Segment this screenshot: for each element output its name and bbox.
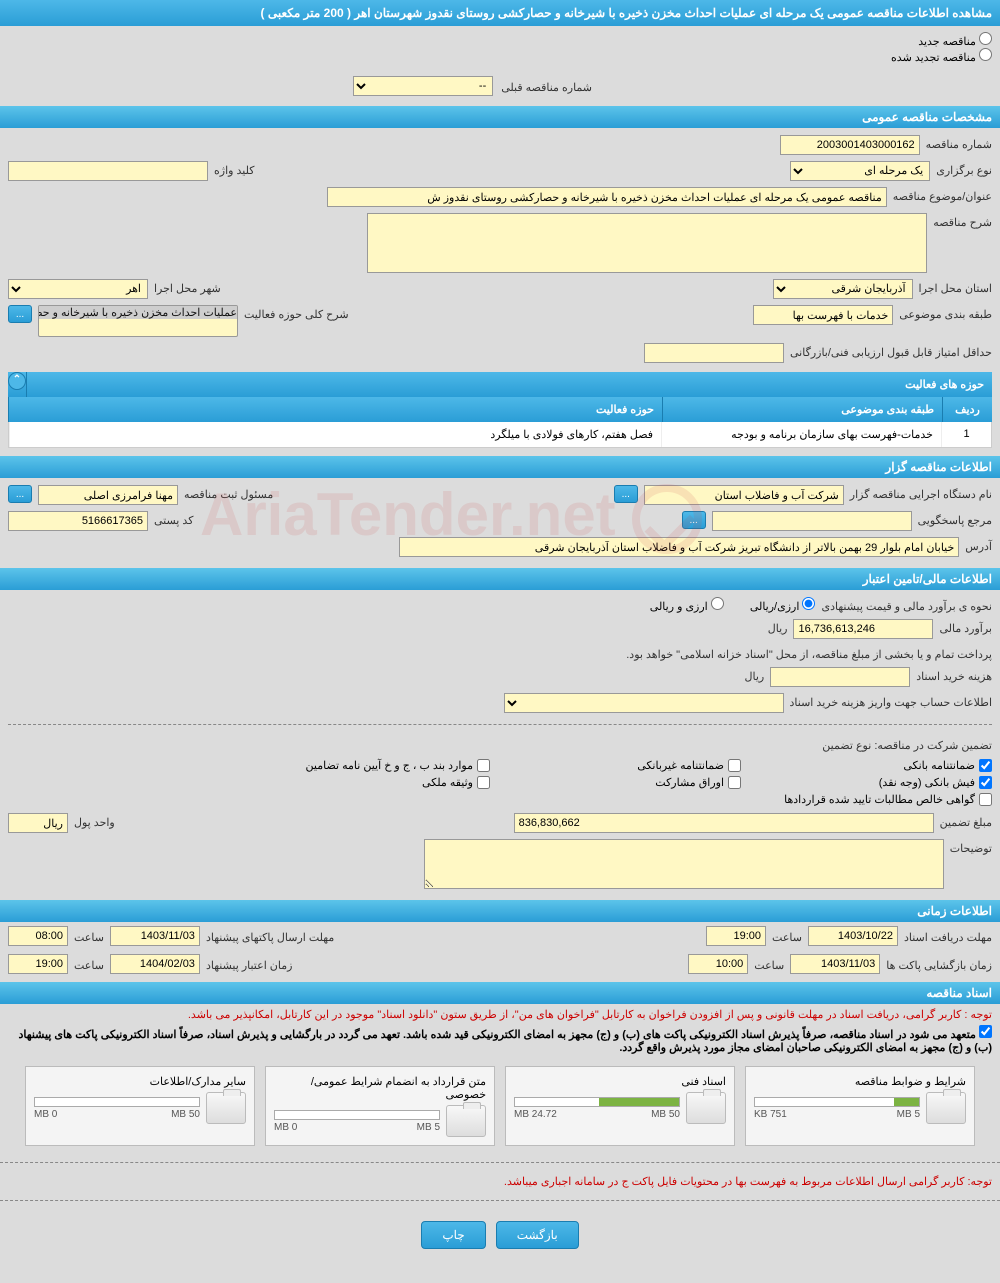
responder-lookup-button[interactable]: ... bbox=[682, 511, 706, 529]
section-financial: اطلاعات مالی/تامین اعتبار bbox=[0, 568, 1000, 590]
section-organizer: اطلاعات مناقصه گزار bbox=[0, 456, 1000, 478]
doc-card-title: شرایط و ضوابط مناقصه bbox=[754, 1075, 966, 1088]
documents-note-1: توجه : کاربر گرامی، دریافت اسناد در مهلت… bbox=[0, 1004, 1000, 1025]
receive-time-field[interactable] bbox=[706, 926, 766, 946]
postal-code-field[interactable] bbox=[8, 511, 148, 531]
notes-field[interactable] bbox=[424, 839, 944, 889]
registrar-lookup-button[interactable]: ... bbox=[8, 485, 32, 503]
estimate-field[interactable] bbox=[793, 619, 933, 639]
category-field[interactable] bbox=[753, 305, 893, 325]
activity-scope-button[interactable]: ... bbox=[8, 305, 32, 323]
prev-tender-label: شماره مناقصه قبلی bbox=[501, 78, 592, 94]
organizer-lookup-button[interactable]: ... bbox=[614, 485, 638, 503]
currency-field[interactable] bbox=[8, 813, 68, 833]
activity-scope-select[interactable]: عملیات احداث مخزن ذخیره با شیرخانه و حصا… bbox=[38, 305, 238, 337]
chk-nonbank[interactable]: ضمانتنامه غیربانکی bbox=[510, 759, 741, 772]
chk-deed[interactable]: وثیقه ملکی bbox=[259, 776, 490, 789]
send-time-field[interactable] bbox=[8, 926, 68, 946]
responder-field[interactable] bbox=[712, 511, 912, 531]
section-documents: اسناد مناقصه bbox=[0, 982, 1000, 1004]
radio-both[interactable]: ارزی و ریالی bbox=[650, 597, 724, 613]
doc-card-title: متن قرارداد به انضمام شرایط عمومی/خصوصی bbox=[274, 1075, 486, 1101]
activity-table-header: حوزه های فعالیت ⌃ bbox=[8, 372, 992, 397]
folder-icon bbox=[686, 1092, 726, 1124]
folder-icon bbox=[926, 1092, 966, 1124]
open-date-field[interactable] bbox=[790, 954, 880, 974]
chk-cash[interactable]: فیش بانکی (وجه نقد) bbox=[761, 776, 992, 789]
registrar-field[interactable] bbox=[38, 485, 178, 505]
province-select[interactable]: آذربایجان شرقی bbox=[773, 279, 913, 299]
subject-field[interactable] bbox=[327, 187, 887, 207]
section-timing: اطلاعات زمانی bbox=[0, 900, 1000, 922]
chk-bond[interactable]: موارد بند ب ، ج و خ آیین نامه تضامین bbox=[259, 759, 490, 772]
doc-card-title: اسناد فنی bbox=[514, 1075, 726, 1088]
folder-icon bbox=[446, 1105, 486, 1137]
validity-date-field[interactable] bbox=[110, 954, 200, 974]
send-date-field[interactable] bbox=[110, 926, 200, 946]
prev-tender-select[interactable]: -- bbox=[353, 76, 493, 96]
doc-card-title: سایر مدارک/اطلاعات bbox=[34, 1075, 246, 1088]
chk-net[interactable]: گواهی خالص مطالبات تایید شده قراردادها bbox=[761, 793, 992, 806]
tender-number-field[interactable] bbox=[780, 135, 920, 155]
holding-type-select[interactable]: یک مرحله ای bbox=[790, 161, 930, 181]
print-button[interactable]: چاپ bbox=[421, 1221, 485, 1249]
chk-securities[interactable]: اوراق مشارکت bbox=[510, 776, 741, 789]
doc-card[interactable]: اسناد فنی 50 MB24.72 MB bbox=[505, 1066, 735, 1146]
organizer-name-field[interactable] bbox=[644, 485, 844, 505]
guarantee-amount-field[interactable] bbox=[514, 813, 934, 833]
commitment-checkbox[interactable] bbox=[979, 1025, 992, 1038]
documents-footer-note: توجه: کاربر گرامی ارسال اطلاعات مربوط به… bbox=[0, 1171, 1000, 1192]
city-select[interactable]: اهر bbox=[8, 279, 148, 299]
account-select[interactable] bbox=[504, 693, 784, 713]
doc-card[interactable]: متن قرارداد به انضمام شرایط عمومی/خصوصی … bbox=[265, 1066, 495, 1146]
table-collapse-icon[interactable]: ⌃ bbox=[8, 372, 26, 390]
keyword-field[interactable] bbox=[8, 161, 208, 181]
description-field[interactable] bbox=[367, 213, 927, 273]
doc-card[interactable]: شرایط و ضوابط مناقصه 5 MB751 KB bbox=[745, 1066, 975, 1146]
section-general: مشخصات مناقصه عمومی bbox=[0, 106, 1000, 128]
radio-rial[interactable]: ارزی/ریالی bbox=[750, 597, 816, 613]
address-field[interactable] bbox=[399, 537, 959, 557]
doc-cost-field[interactable] bbox=[770, 667, 910, 687]
back-button[interactable]: بازگشت bbox=[496, 1221, 579, 1249]
doc-card[interactable]: سایر مدارک/اطلاعات 50 MB0 MB bbox=[25, 1066, 255, 1146]
validity-time-field[interactable] bbox=[8, 954, 68, 974]
table-row: 1 خدمات-فهرست بهای سازمان برنامه و بودجه… bbox=[8, 422, 992, 448]
radio-new-tender[interactable]: مناقصه جدید bbox=[918, 36, 992, 48]
folder-icon bbox=[206, 1092, 246, 1124]
documents-note-2: متعهد می شود در اسناد مناقصه، صرفاً پذیر… bbox=[0, 1025, 1000, 1058]
open-time-field[interactable] bbox=[688, 954, 748, 974]
min-score-field[interactable] bbox=[644, 343, 784, 363]
radio-renewed-tender[interactable]: مناقصه تجدید شده bbox=[891, 52, 992, 64]
chk-bank[interactable]: ضمانتنامه بانکی bbox=[761, 759, 992, 772]
receive-date-field[interactable] bbox=[808, 926, 898, 946]
page-title: مشاهده اطلاعات مناقصه عمومی یک مرحله ای … bbox=[0, 0, 1000, 26]
